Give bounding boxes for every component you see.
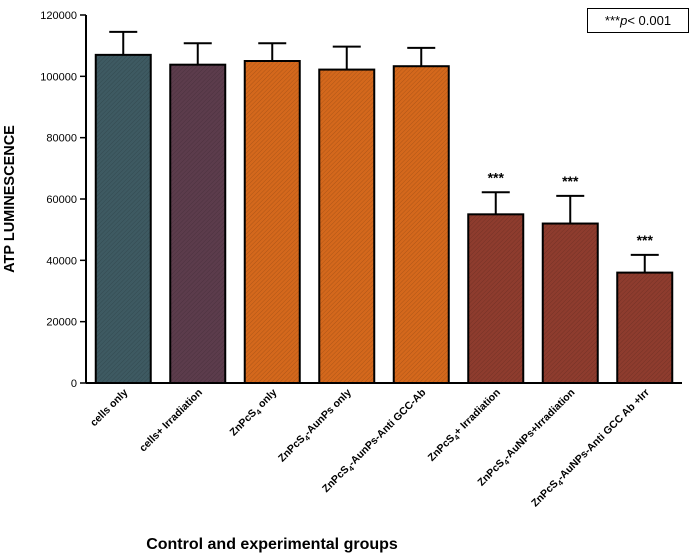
bar-hatch [244, 61, 300, 383]
y-tick-label: 80000 [46, 133, 77, 145]
y-tick-label: 40000 [46, 255, 77, 267]
x-axis-title: Control and experimental groups [146, 536, 398, 553]
significance-stars: *** [637, 232, 654, 248]
bar-hatch [542, 223, 598, 383]
legend-stars: *** [604, 13, 621, 28]
significance-stars: *** [562, 173, 579, 189]
bar-hatch [617, 272, 673, 383]
bar-hatch [393, 66, 449, 384]
y-tick-label: 0 [71, 378, 77, 390]
significance-markers: *** *** *** [488, 169, 654, 248]
x-category-label: cells+ Irradiation [137, 387, 205, 455]
y-tick-label: 100000 [40, 71, 77, 83]
x-category-label: ZnPcS4 only [227, 387, 280, 440]
legend-p: p [620, 13, 628, 28]
legend-threshold: < 0.001 [627, 13, 672, 28]
y-axis-ticks: 0 20000 40000 60000 80000 100000 120000 [40, 10, 86, 390]
x-category-label: ZnPcS4-AunPs only [276, 387, 355, 466]
x-category-label: ZnPcS4+ Irradiation [426, 387, 505, 466]
y-tick-label: 60000 [46, 194, 77, 206]
y-tick-label: 20000 [46, 317, 77, 329]
bars-group [94, 53, 674, 385]
bar-hatch [319, 69, 375, 383]
x-category-label: ZnPcS4-AuNPs-Anti GCC Ab +Irr [529, 387, 653, 511]
significance-stars: *** [488, 169, 505, 185]
bar-hatch [95, 54, 151, 383]
x-axis-category-labels: cells only cells+ Irradiation ZnPcS4 onlyZ… [88, 387, 653, 511]
significance-legend: *** p < 0.001 [587, 8, 689, 33]
y-tick-label: 120000 [40, 10, 77, 22]
bar-hatch [170, 64, 226, 384]
x-category-label: cells only [88, 387, 130, 429]
error-bars-group [109, 30, 659, 273]
y-axis-title: ATP LUMINESCENCE [2, 125, 18, 273]
bar-hatch [468, 214, 524, 383]
